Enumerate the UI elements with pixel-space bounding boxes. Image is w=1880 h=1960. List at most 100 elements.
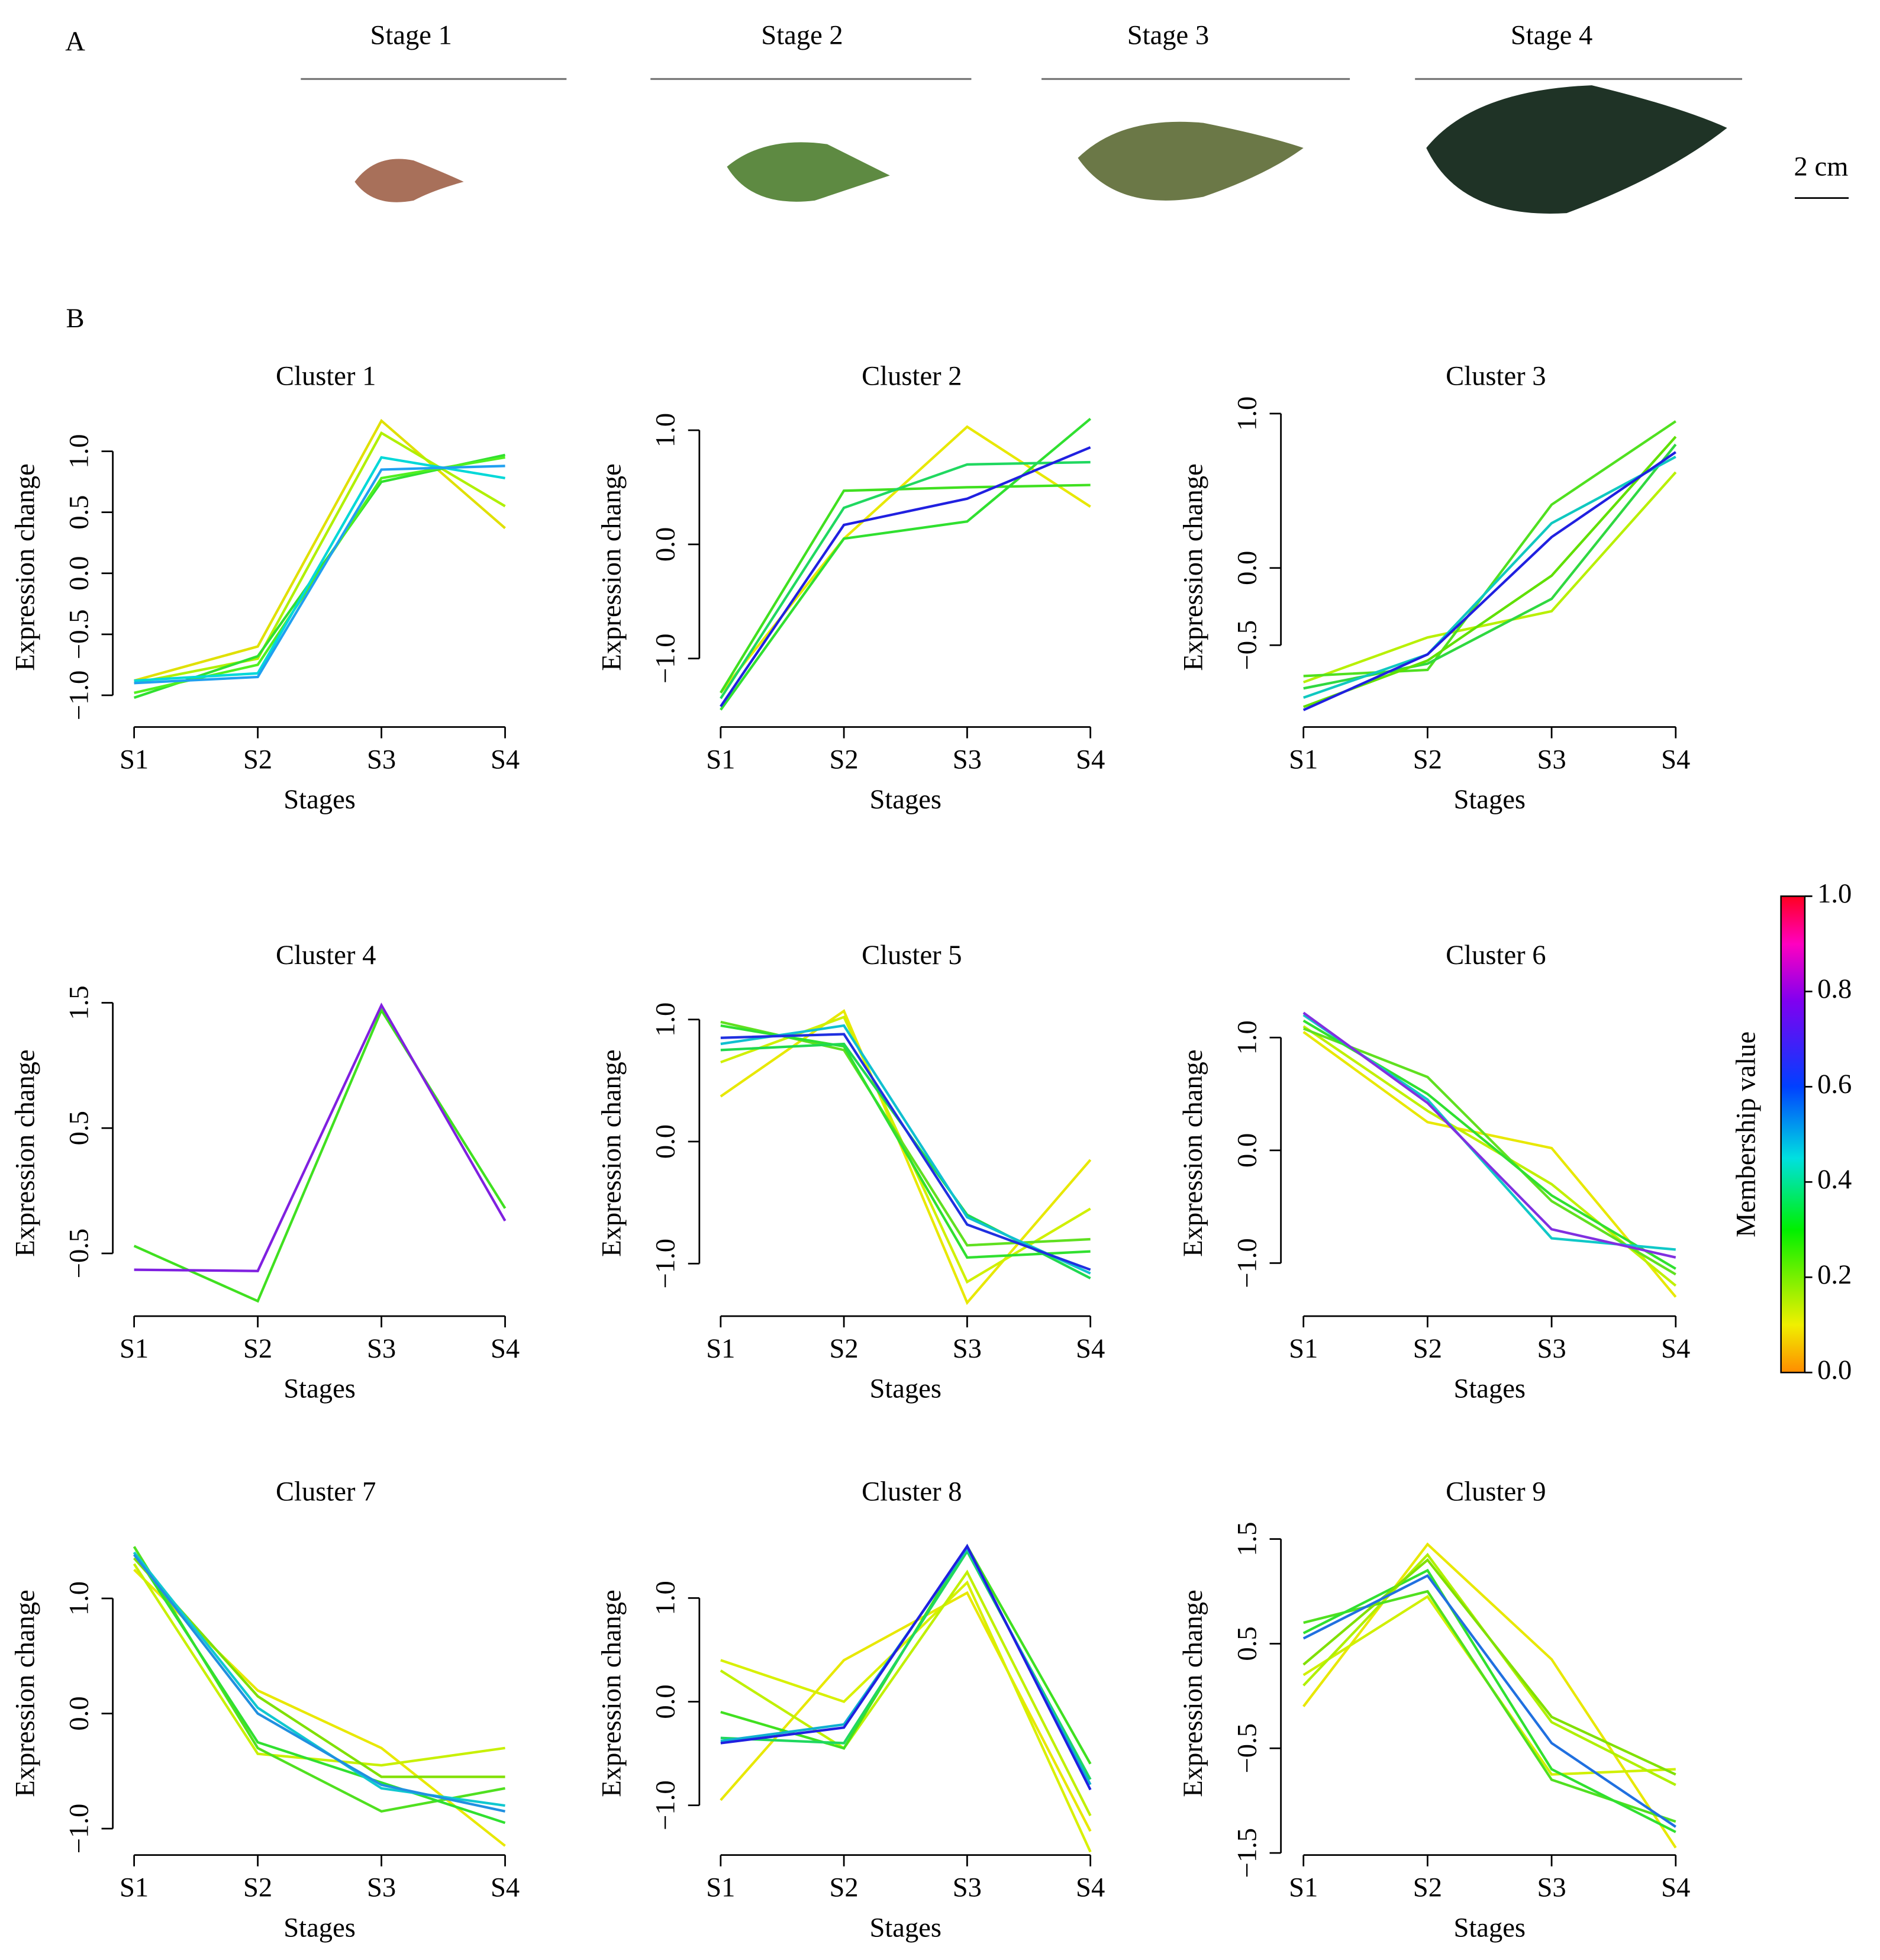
y-axis-label: Expression change	[1178, 1049, 1208, 1257]
series-line	[133, 1557, 505, 1778]
series-line	[720, 418, 1092, 711]
y-tick-label: 0.5	[63, 495, 94, 530]
x-tick-label: S4	[491, 1872, 520, 1903]
chart: Cluster 2 S1 S2 S3 S4 Stages −1.0 0.0 1.0 Express…	[596, 360, 1105, 815]
chart-title: Cluster 9	[1446, 1476, 1546, 1507]
series-line	[1303, 420, 1676, 678]
x-tick-label: S3	[1537, 1333, 1566, 1364]
x-tick-label: S1	[120, 1872, 149, 1903]
stage-title: Stage 2	[761, 20, 843, 50]
y-axis-label: Expression change	[596, 463, 627, 671]
y-axis-label: Expression change	[9, 463, 40, 671]
colorbar-tick-label: 1.0	[1817, 878, 1852, 909]
chart: Cluster 5 S1 S2 S3 S4 Stages −1.0 0.0 1.0 Express…	[596, 940, 1105, 1404]
x-tick-label: S4	[1076, 744, 1105, 775]
x-axis-label: Stages	[869, 784, 941, 815]
y-tick-label: −0.5	[63, 610, 94, 660]
series-line	[720, 1591, 1092, 1832]
y-tick-label: −1.0	[650, 633, 681, 684]
stage-title: Stage 4	[1511, 20, 1592, 50]
series-line	[133, 1007, 507, 1303]
x-axis-label: Stages	[283, 1374, 356, 1404]
leaf	[727, 142, 890, 202]
y-tick-label: −1.0	[650, 1780, 681, 1830]
x-tick-label: S1	[1289, 744, 1318, 775]
series-line	[133, 1553, 505, 1813]
y-tick-label: −0.5	[1231, 1723, 1262, 1773]
y-tick-label: −0.5	[1231, 620, 1262, 670]
y-tick-label: 0.0	[1231, 1133, 1262, 1168]
x-tick-label: S4	[491, 744, 520, 775]
panel-label: B	[66, 303, 85, 334]
y-axis-label: Expression change	[9, 1049, 40, 1257]
stage-title: Stage 3	[1127, 20, 1209, 50]
leaf	[354, 159, 464, 202]
y-axis-label: Expression change	[1178, 463, 1208, 671]
x-tick-label: S3	[367, 744, 396, 775]
chart: Cluster 7 S1 S2 S3 S4 Stages −1.0 0.0 1.0 Express…	[9, 1476, 520, 1943]
series-line	[133, 1551, 505, 1807]
chart-title: Cluster 5	[862, 940, 962, 971]
x-tick-label: S1	[120, 1333, 149, 1364]
y-tick-label: 1.5	[1231, 1521, 1262, 1556]
y-tick-label: 0.0	[63, 556, 94, 591]
y-tick-label: 0.0	[1231, 551, 1262, 585]
x-tick-label: S2	[830, 1333, 859, 1364]
series-line	[134, 418, 506, 682]
y-tick-label: 1.0	[1231, 1020, 1262, 1055]
leaf	[1078, 121, 1304, 201]
series-line	[133, 1563, 505, 1767]
series-line	[1303, 443, 1677, 690]
y-tick-label: −1.0	[650, 1239, 681, 1289]
leaf	[1426, 85, 1727, 214]
y-tick-label: −1.0	[63, 1804, 94, 1854]
x-tick-label: S4	[1076, 1333, 1105, 1364]
series-line	[1302, 1011, 1676, 1259]
series-line	[134, 431, 506, 685]
x-tick-label: S2	[1413, 744, 1442, 775]
x-tick-label: S2	[243, 1872, 272, 1903]
chart: Cluster 9 S1 S2 S3 S4 Stages −1.5 −0.5 0.5 1.5 Exp…	[1178, 1476, 1690, 1943]
y-tick-label: 0.0	[650, 527, 681, 562]
y-tick-label: −1.5	[1231, 1828, 1262, 1878]
y-axis-label: Expression change	[1178, 1590, 1208, 1797]
x-tick-label: S3	[367, 1333, 396, 1364]
x-tick-label: S4	[1661, 1333, 1690, 1364]
x-axis-label: Stages	[1453, 784, 1526, 815]
x-axis-label: Stages	[869, 1374, 941, 1404]
series-line	[1302, 1574, 1676, 1828]
series-line	[133, 1546, 505, 1813]
y-tick-label: 1.0	[650, 1002, 681, 1037]
x-tick-label: S3	[953, 1872, 982, 1903]
x-tick-label: S2	[243, 744, 272, 775]
series-line	[133, 1552, 506, 1824]
chart-title: Cluster 1	[276, 360, 376, 391]
series-line	[720, 1033, 1091, 1271]
colorbar-tick-label: 0.6	[1817, 1069, 1852, 1100]
x-axis-label: Stages	[1453, 1912, 1526, 1943]
y-tick-label: 1.0	[650, 1581, 681, 1615]
y-tick-label: 0.0	[650, 1684, 681, 1719]
chart-title: Cluster 7	[276, 1476, 376, 1507]
x-axis-label: Stages	[283, 784, 356, 815]
series-line	[133, 453, 506, 699]
colorbar-label: Membership value	[1730, 1031, 1761, 1237]
chart: Cluster 3 S1 S2 S3 S4 Stages −0.5 0.0 1.0 Express…	[1178, 360, 1690, 815]
y-axis-label: Expression change	[9, 1590, 40, 1797]
series-line	[720, 446, 1091, 707]
scale-bar-label: 2 cm	[1794, 151, 1849, 182]
series-line	[720, 1580, 1092, 1853]
chart: Cluster 6 S1 S2 S3 S4 Stages −1.0 0.0 1.0 Express…	[1178, 940, 1690, 1404]
colorbar	[1780, 895, 1806, 1374]
y-tick-label: 0.0	[650, 1124, 681, 1159]
x-tick-label: S1	[706, 1333, 735, 1364]
series-line	[720, 1543, 1092, 1791]
stage-title: Stage 1	[370, 20, 452, 50]
x-tick-label: S2	[243, 1333, 272, 1364]
series-line	[720, 460, 1091, 699]
y-tick-label: −1.0	[1231, 1238, 1262, 1288]
x-tick-label: S2	[1413, 1333, 1442, 1364]
x-tick-label: S4	[1661, 744, 1690, 775]
y-tick-label: 1.0	[63, 1581, 94, 1616]
